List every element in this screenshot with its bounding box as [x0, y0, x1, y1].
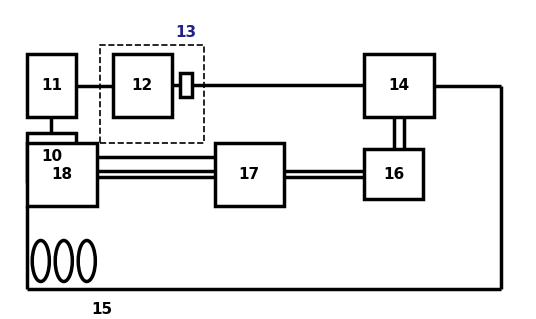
Text: 15: 15 [92, 302, 113, 317]
Bar [214, 143, 284, 206]
Bar [27, 133, 76, 181]
Bar [113, 54, 172, 117]
Ellipse shape [78, 241, 95, 281]
Bar [180, 73, 191, 97]
Text: 17: 17 [239, 167, 260, 182]
Bar [364, 54, 434, 117]
Text: 18: 18 [51, 167, 73, 182]
Text: 13: 13 [176, 25, 197, 40]
Text: 12: 12 [132, 78, 153, 93]
Bar [364, 149, 423, 199]
Text: 11: 11 [41, 78, 62, 93]
Bar [27, 143, 97, 206]
Ellipse shape [32, 241, 49, 281]
Bar [100, 45, 204, 143]
Text: 10: 10 [41, 149, 62, 164]
Text: 16: 16 [383, 167, 404, 182]
Text: 14: 14 [389, 78, 410, 93]
Ellipse shape [55, 241, 72, 281]
Bar [27, 54, 76, 117]
